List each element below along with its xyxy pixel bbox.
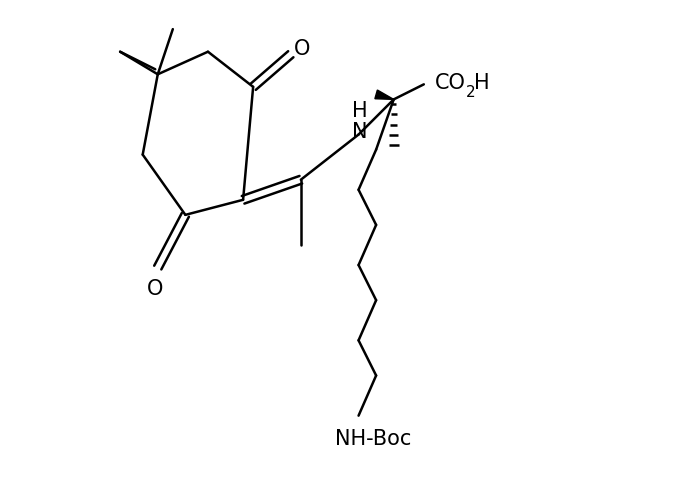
Polygon shape	[375, 91, 394, 100]
Text: O: O	[147, 278, 164, 298]
Text: NH-Boc: NH-Boc	[335, 428, 412, 448]
Text: H: H	[352, 101, 368, 121]
Text: N: N	[352, 121, 368, 141]
Text: O: O	[293, 39, 310, 59]
Text: CO: CO	[434, 73, 465, 93]
Text: H: H	[474, 73, 490, 93]
Text: 2: 2	[466, 85, 476, 100]
